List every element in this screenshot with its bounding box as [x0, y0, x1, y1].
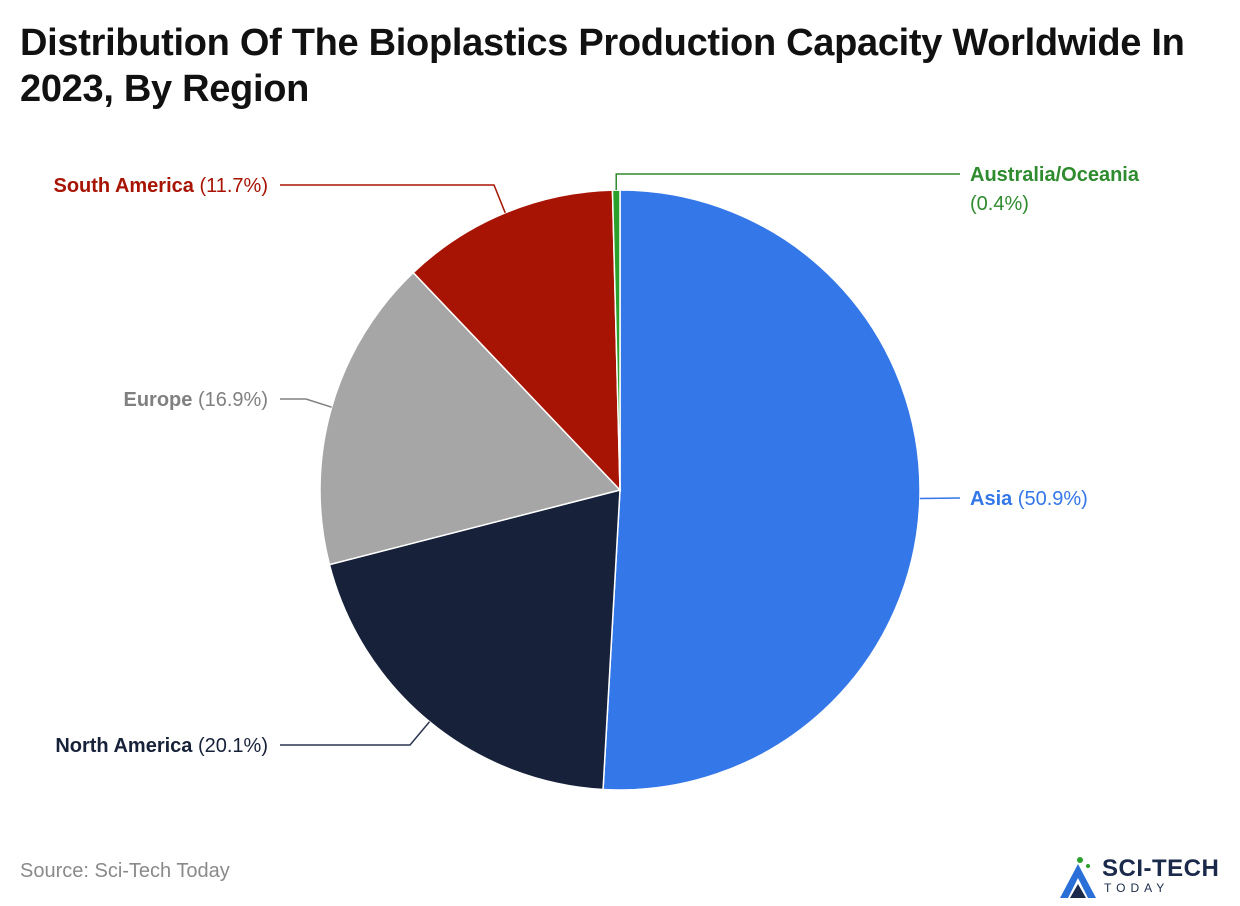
slice-label-europe: Europe (16.9%)	[124, 389, 269, 411]
chart-title: Distribution Of The Bioplastics Producti…	[20, 22, 1185, 110]
slice-value: (20.1%)	[192, 735, 268, 757]
slice-value: (16.9%)	[192, 389, 268, 411]
pie-slice-asia	[602, 189, 921, 791]
leader-line-south-america	[280, 184, 506, 214]
slice-label-asia: Asia (50.9%)	[970, 488, 1088, 510]
source-note: Source: Sci-Tech Today	[20, 860, 230, 882]
pie-slice-south-america	[412, 189, 621, 492]
slice-label-australia-oceania: Australia/Oceania (0.4%)	[970, 164, 1140, 215]
slice-value: (50.9%)	[1012, 488, 1088, 510]
pie-slice-australia-oceania	[611, 189, 621, 491]
slice-name: Asia	[970, 488, 1013, 510]
slice-name: Europe	[124, 389, 193, 411]
leader-line-north-america	[280, 721, 431, 746]
logo-text: SCI-TECH	[1102, 855, 1220, 882]
pie-slice-north-america	[328, 489, 621, 791]
leader-line-europe	[280, 398, 332, 408]
slice-name: Australia/Oceania	[970, 164, 1140, 186]
brand-logo: SCI-TECH TODAY	[1058, 852, 1238, 902]
leader-line-australia-oceania	[615, 173, 960, 191]
slice-label-north-america: North America (20.1%)	[55, 735, 268, 757]
slice-value: (0.4%)	[970, 193, 1029, 215]
slice-name: South America	[53, 175, 194, 197]
logo-subtext: TODAY	[1104, 881, 1170, 895]
slice-value: (11.7%)	[194, 175, 268, 197]
slice-name: North America	[55, 735, 193, 757]
logo-icon	[1060, 857, 1096, 898]
pie-slice-europe	[319, 271, 622, 566]
slice-label-south-america: South America (11.7%)	[53, 175, 268, 197]
